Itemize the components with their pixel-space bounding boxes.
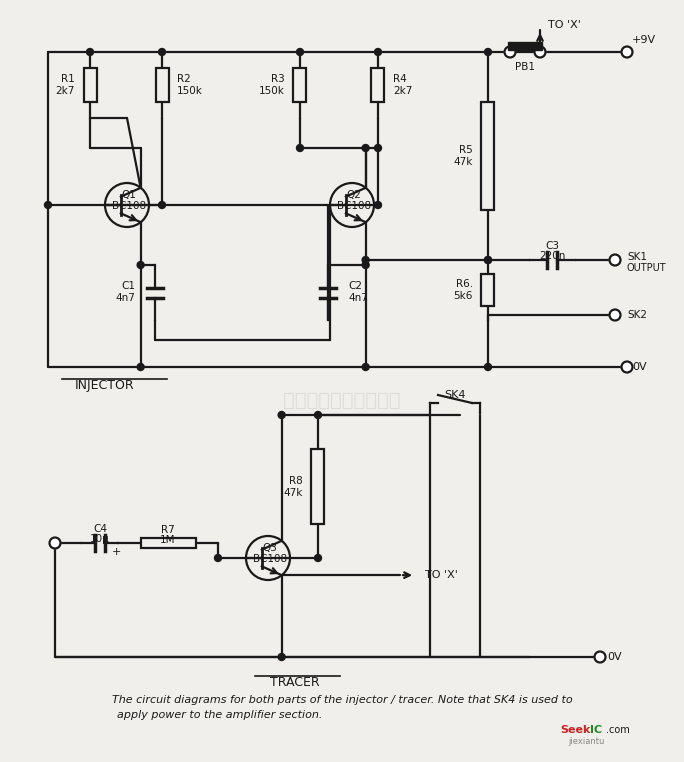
- Text: TO 'X': TO 'X': [548, 20, 581, 30]
- Circle shape: [159, 201, 166, 209]
- Bar: [311, 450, 324, 523]
- Circle shape: [362, 363, 369, 370]
- Text: R8: R8: [289, 475, 303, 485]
- Text: R5: R5: [459, 145, 473, 155]
- Circle shape: [278, 411, 285, 418]
- Bar: [293, 68, 306, 102]
- Circle shape: [534, 46, 546, 57]
- Circle shape: [622, 46, 633, 57]
- Text: C4: C4: [93, 524, 107, 534]
- Circle shape: [505, 46, 516, 57]
- Text: apply power to the amplifier section.: apply power to the amplifier section.: [118, 710, 323, 720]
- Text: 2k7: 2k7: [55, 86, 75, 96]
- Circle shape: [44, 201, 51, 209]
- Bar: [508, 42, 542, 50]
- Circle shape: [296, 49, 304, 56]
- Circle shape: [49, 537, 60, 549]
- Circle shape: [137, 363, 144, 370]
- Text: R4: R4: [393, 74, 407, 84]
- Circle shape: [484, 49, 492, 56]
- Text: Q3: Q3: [263, 543, 278, 553]
- Text: C3: C3: [546, 241, 560, 251]
- Text: 47k: 47k: [453, 157, 473, 167]
- Text: 0V: 0V: [632, 362, 646, 372]
- Text: 5k6: 5k6: [453, 291, 473, 301]
- Text: TO 'X': TO 'X': [425, 570, 458, 580]
- Circle shape: [362, 261, 369, 268]
- Circle shape: [278, 654, 285, 661]
- Bar: [140, 538, 196, 548]
- Text: 150k: 150k: [259, 86, 285, 96]
- Circle shape: [484, 363, 492, 370]
- Bar: [482, 274, 495, 306]
- Circle shape: [375, 145, 382, 152]
- Circle shape: [137, 261, 144, 268]
- Text: INJECTOR: INJECTOR: [75, 379, 135, 392]
- Circle shape: [375, 49, 382, 56]
- Text: R3: R3: [272, 74, 285, 84]
- Text: .com: .com: [606, 725, 630, 735]
- Text: SK1: SK1: [627, 252, 647, 262]
- Text: BC108: BC108: [112, 201, 146, 211]
- Text: Q1: Q1: [122, 190, 136, 200]
- Text: 220n: 220n: [539, 251, 566, 261]
- Text: R1: R1: [62, 74, 75, 84]
- Text: 4n7: 4n7: [348, 293, 368, 303]
- Text: 150k: 150k: [177, 86, 203, 96]
- Text: BC108: BC108: [253, 554, 287, 564]
- Circle shape: [375, 201, 382, 209]
- Bar: [83, 68, 96, 102]
- Text: OUTPUT: OUTPUT: [627, 263, 667, 273]
- Circle shape: [159, 49, 166, 56]
- Text: Seek: Seek: [560, 725, 590, 735]
- Text: 10μ: 10μ: [90, 534, 110, 544]
- Circle shape: [362, 145, 369, 152]
- Bar: [482, 102, 495, 210]
- Text: +9V: +9V: [632, 35, 656, 45]
- Circle shape: [609, 255, 620, 265]
- Circle shape: [622, 361, 633, 373]
- Bar: [155, 68, 168, 102]
- Text: 2k7: 2k7: [393, 86, 412, 96]
- Text: PB1: PB1: [515, 62, 535, 72]
- Circle shape: [315, 411, 321, 418]
- Text: 47k: 47k: [284, 488, 303, 498]
- Circle shape: [315, 555, 321, 562]
- Text: The circuit diagrams for both parts of the injector / tracer. Note that SK4 is u: The circuit diagrams for both parts of t…: [111, 695, 573, 705]
- Text: BC108: BC108: [337, 201, 371, 211]
- Text: IC: IC: [590, 725, 602, 735]
- Text: C1: C1: [121, 280, 135, 290]
- Text: Q2: Q2: [347, 190, 361, 200]
- Circle shape: [484, 257, 492, 264]
- Text: +: +: [111, 547, 120, 557]
- Text: R7: R7: [161, 525, 175, 535]
- Text: 1M: 1M: [160, 535, 176, 545]
- Circle shape: [215, 555, 222, 562]
- Circle shape: [86, 49, 94, 56]
- Text: 4n7: 4n7: [115, 293, 135, 303]
- Text: 0V: 0V: [607, 652, 622, 662]
- Text: SK2: SK2: [627, 310, 647, 320]
- Circle shape: [594, 652, 605, 662]
- Circle shape: [484, 257, 492, 264]
- Circle shape: [609, 309, 620, 321]
- Text: SK4: SK4: [444, 390, 466, 400]
- Circle shape: [362, 257, 369, 264]
- Text: C2: C2: [348, 280, 362, 290]
- Text: TRACER: TRACER: [270, 675, 320, 689]
- Bar: [371, 68, 384, 102]
- Text: R2: R2: [177, 74, 191, 84]
- Text: R6.: R6.: [456, 279, 473, 289]
- Circle shape: [296, 145, 304, 152]
- Text: jiexiantu: jiexiantu: [568, 738, 605, 747]
- Text: 杭州将睐科技有限公司: 杭州将睐科技有限公司: [283, 390, 401, 409]
